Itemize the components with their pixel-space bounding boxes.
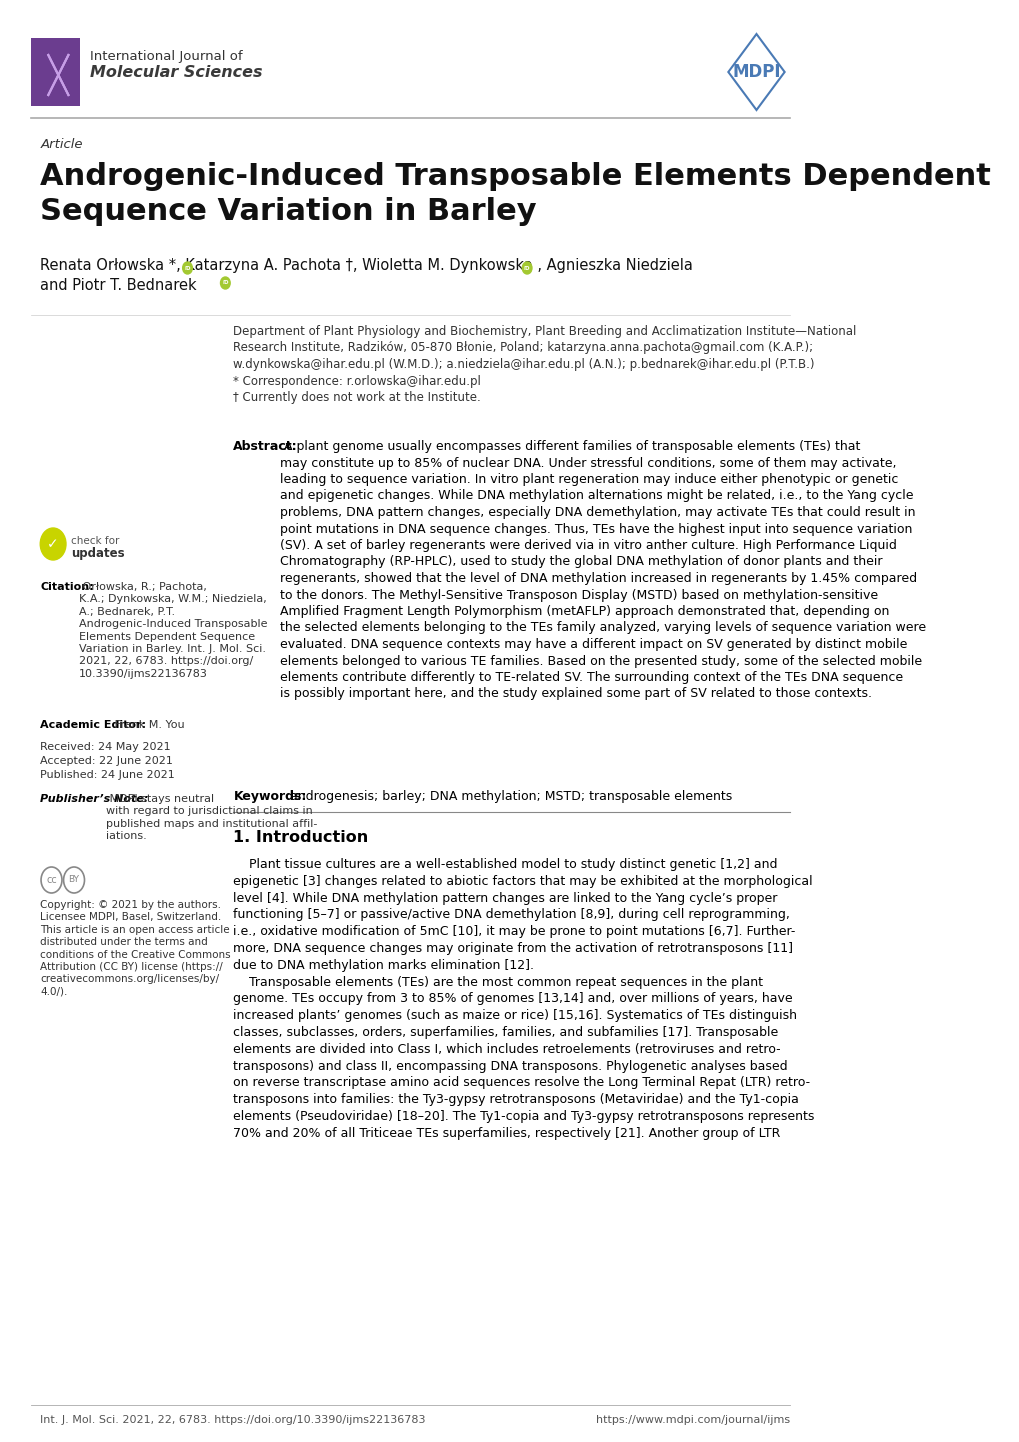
Text: Plant tissue cultures are a well-established model to study distinct genetic [1,: Plant tissue cultures are a well-establi… <box>233 858 814 1139</box>
Text: Renata Orłowska *, Katarzyna A. Pachota †, Wioletta M. Dynkowska , Agnieszka Nie: Renata Orłowska *, Katarzyna A. Pachota … <box>40 258 693 293</box>
Text: Keywords:: Keywords: <box>233 790 307 803</box>
Text: Orłowska, R.; Pachota,
K.A.; Dynkowska, W.M.; Niedziela,
A.; Bednarek, P.T.
Andr: Orłowska, R.; Pachota, K.A.; Dynkowska, … <box>78 583 267 679</box>
Text: ✓: ✓ <box>47 536 59 551</box>
Text: BY: BY <box>68 875 79 884</box>
Text: iD: iD <box>524 265 530 271</box>
Circle shape <box>522 262 532 274</box>
FancyBboxPatch shape <box>31 37 81 107</box>
Text: Molecular Sciences: Molecular Sciences <box>90 65 262 79</box>
Text: Citation:: Citation: <box>40 583 94 593</box>
Text: MDPI: MDPI <box>732 63 780 81</box>
Circle shape <box>220 277 230 288</box>
Text: Received: 24 May 2021: Received: 24 May 2021 <box>40 743 171 751</box>
Text: MDPI stays neutral
with regard to jurisdictional claims in
published maps and in: MDPI stays neutral with regard to jurisd… <box>106 795 317 841</box>
Text: androgenesis; barley; DNA methylation; MSTD; transposable elements: androgenesis; barley; DNA methylation; M… <box>285 790 732 803</box>
Text: Published: 24 June 2021: Published: 24 June 2021 <box>40 770 175 780</box>
Text: 1. Introduction: 1. Introduction <box>233 831 368 845</box>
Text: Department of Plant Physiology and Biochemistry, Plant Breeding and Acclimatizat: Department of Plant Physiology and Bioch… <box>233 324 856 404</box>
Text: Int. J. Mol. Sci. 2021, 22, 6783. https://doi.org/10.3390/ijms22136783: Int. J. Mol. Sci. 2021, 22, 6783. https:… <box>40 1415 425 1425</box>
Text: Accepted: 22 June 2021: Accepted: 22 June 2021 <box>40 756 173 766</box>
Text: Abstract:: Abstract: <box>233 440 298 453</box>
Circle shape <box>182 262 193 274</box>
Text: International Journal of: International Journal of <box>90 50 243 63</box>
Text: updates: updates <box>70 547 124 559</box>
Text: iD: iD <box>184 265 191 271</box>
Text: iD: iD <box>222 281 228 286</box>
Text: Academic Editor:: Academic Editor: <box>40 720 146 730</box>
Text: Article: Article <box>40 138 83 151</box>
Text: Frank M. You: Frank M. You <box>111 720 184 730</box>
Text: check for: check for <box>70 536 119 547</box>
Text: Publisher’s Note:: Publisher’s Note: <box>40 795 149 805</box>
Text: Androgenic-Induced Transposable Elements Dependent
Sequence Variation in Barley: Androgenic-Induced Transposable Elements… <box>40 162 990 226</box>
Text: A plant genome usually encompasses different families of transposable elements (: A plant genome usually encompasses diffe… <box>280 440 925 701</box>
Circle shape <box>40 528 66 559</box>
Text: cc: cc <box>46 875 57 885</box>
Text: https://www.mdpi.com/journal/ijms: https://www.mdpi.com/journal/ijms <box>595 1415 790 1425</box>
Text: Copyright: © 2021 by the authors.
Licensee MDPI, Basel, Switzerland.
This articl: Copyright: © 2021 by the authors. Licens… <box>40 900 230 996</box>
